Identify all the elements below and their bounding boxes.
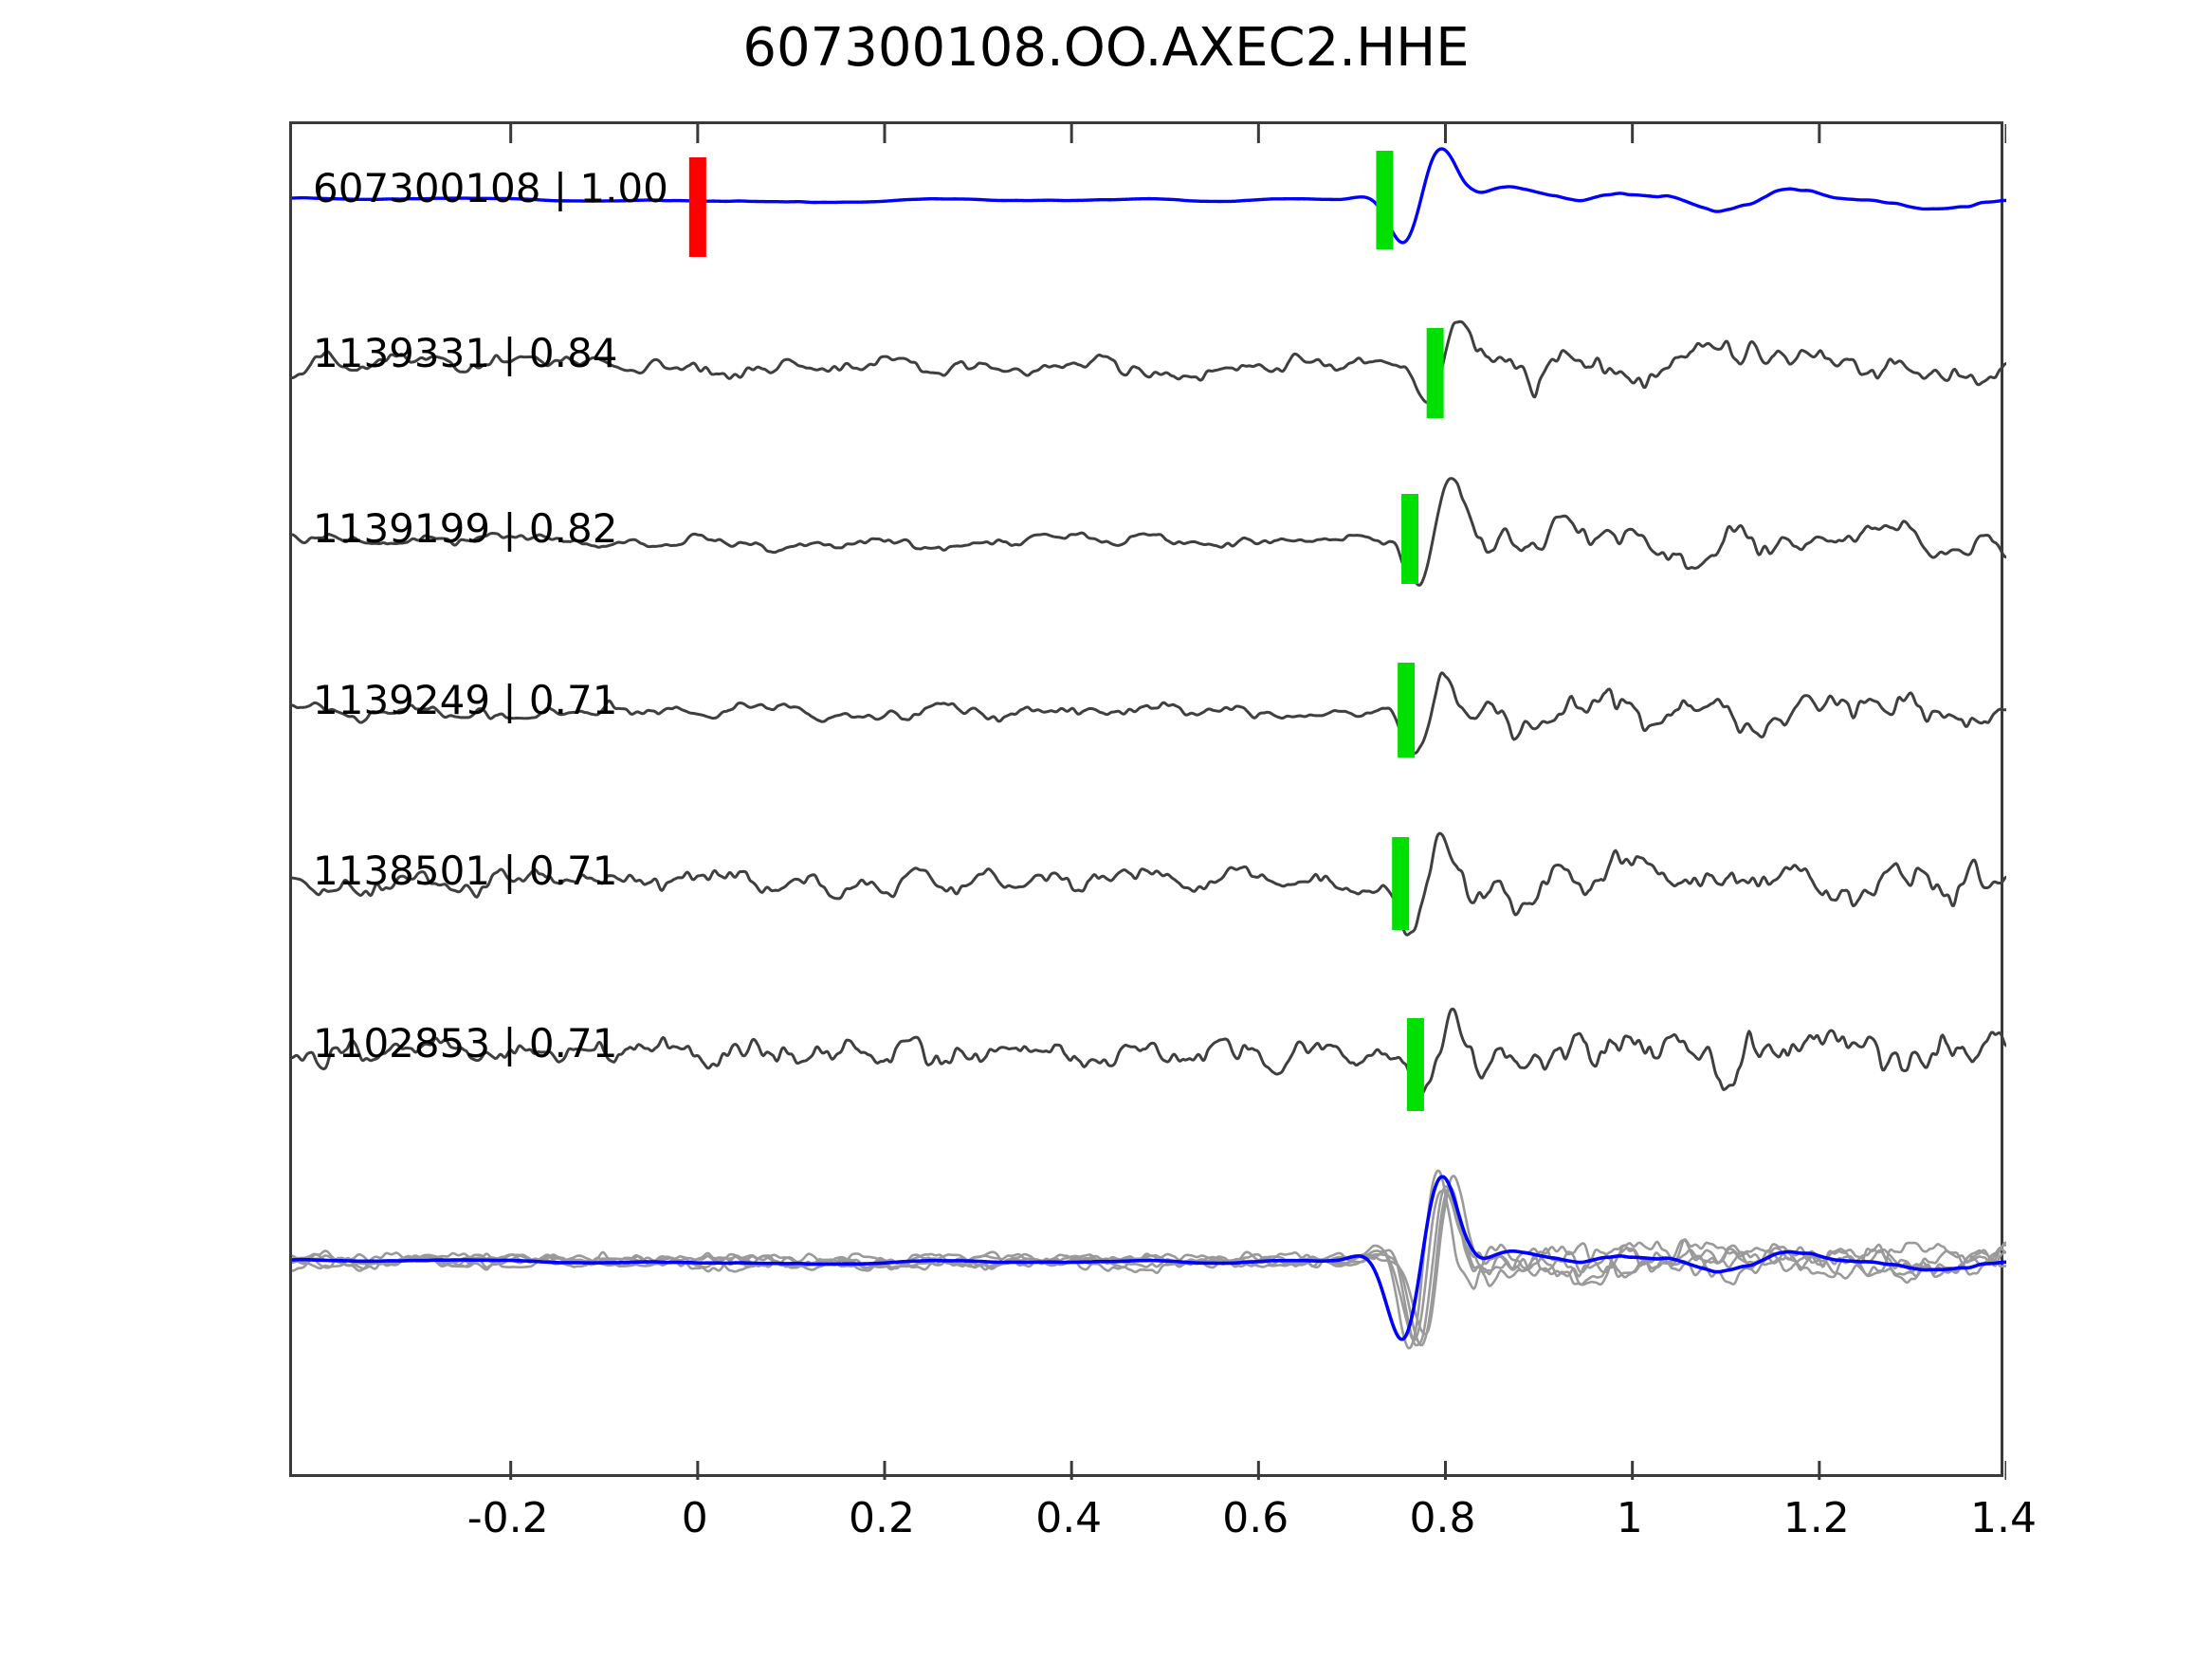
waveform-trace bbox=[292, 831, 2006, 937]
trace-label: 1139199 | 0.82 bbox=[313, 505, 618, 552]
x-tick-label: 0 bbox=[681, 1494, 708, 1542]
overlay-template-trace bbox=[292, 1175, 2006, 1341]
tick-marks-group bbox=[509, 124, 2006, 1480]
waveform-trace bbox=[292, 1007, 2006, 1096]
waveform-trace bbox=[292, 477, 2006, 587]
phase-pick-marker bbox=[1392, 837, 1410, 930]
trace-label: 1139331 | 0.84 bbox=[313, 330, 618, 376]
waveform-trace bbox=[292, 319, 2006, 405]
overlay-waveform-trace bbox=[292, 1175, 2006, 1336]
waveform-trace bbox=[292, 671, 2006, 756]
trace-label: 1138501 | 0.71 bbox=[313, 848, 618, 894]
x-tick-label: 1.4 bbox=[1970, 1494, 2037, 1542]
x-tick-label: 1.2 bbox=[1782, 1494, 1850, 1542]
phase-pick-marker bbox=[1401, 494, 1419, 584]
traces-group bbox=[292, 147, 2006, 1350]
x-tick-label: 0.4 bbox=[1035, 1494, 1103, 1542]
x-axis: -0.2 0 0.2 0.4 0.6 0.8 1 1.2 1.4 bbox=[289, 1477, 2037, 1543]
x-tick-label: 1 bbox=[1616, 1494, 1643, 1542]
trace-label: 1102853 | 0.71 bbox=[313, 1020, 618, 1066]
phase-pick-marker bbox=[1376, 151, 1394, 249]
page-title: 607300108.OO.AXEC2.HHE bbox=[742, 17, 1470, 79]
origin-time-marker bbox=[688, 157, 706, 257]
x-tick-label: 0.8 bbox=[1409, 1494, 1476, 1542]
x-tick-label: 0.6 bbox=[1222, 1494, 1289, 1542]
phase-pick-marker bbox=[1398, 663, 1416, 757]
trace-label: 1139249 | 0.71 bbox=[313, 677, 618, 723]
waveform-trace bbox=[292, 147, 2006, 245]
phase-pick-marker bbox=[1406, 1018, 1424, 1111]
trace-label: 607300108 | 1.00 bbox=[313, 165, 668, 211]
waveform-canvas bbox=[292, 124, 2006, 1480]
phase-pick-marker bbox=[1426, 328, 1444, 418]
markers-group bbox=[688, 151, 1444, 1111]
x-tick-label: 0.2 bbox=[849, 1494, 915, 1542]
plot-area bbox=[289, 121, 2006, 1480]
x-tick-label: -0.2 bbox=[466, 1494, 549, 1542]
